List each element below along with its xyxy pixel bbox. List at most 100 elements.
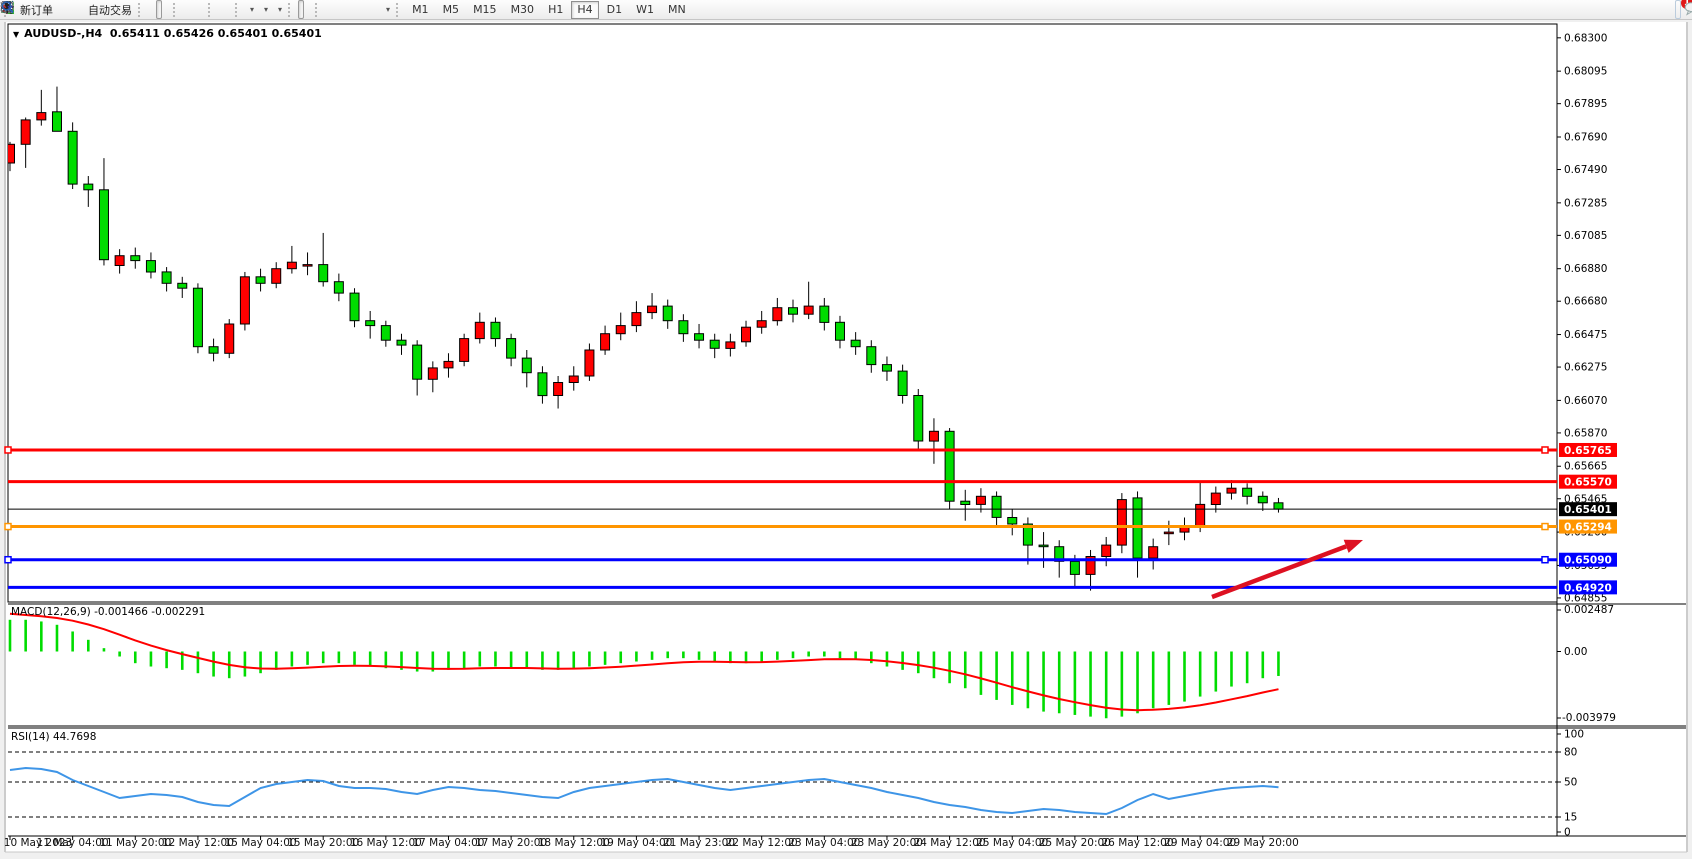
svg-text:80: 80 <box>1564 747 1577 759</box>
timeframe-m5-button[interactable]: M5 <box>442 3 460 16</box>
candle <box>161 271 172 284</box>
periods-button[interactable]: ▾ <box>1 0 271 19</box>
new-order-button[interactable]: 新订单 <box>2 0 56 19</box>
candle <box>1022 523 1033 546</box>
svg-text:0.64855: 0.64855 <box>1564 592 1607 604</box>
channel-button[interactable]: E <box>0 0 355 19</box>
svg-text:0.65570: 0.65570 <box>1564 477 1612 489</box>
chart-title[interactable]: ▼ AUDUSD-,H4 0.65411 0.65426 0.65401 0.65… <box>13 27 322 40</box>
signal-button[interactable] <box>1 0 80 19</box>
horizontal-line-button[interactable] <box>1 0 339 19</box>
bar-chart-button[interactable] <box>2 0 154 19</box>
auto-scroll-button[interactable] <box>2 0 224 19</box>
svg-text:11 May 04:00: 11 May 04:00 <box>37 837 109 849</box>
candle <box>1069 560 1080 575</box>
candle <box>678 320 689 335</box>
highlighter-button[interactable] <box>1 0 64 19</box>
hline-handle-right[interactable] <box>1541 446 1549 454</box>
timeframe-w1-button[interactable]: W1 <box>636 3 654 16</box>
hline-handle-right[interactable] <box>1541 555 1549 564</box>
toolbar-grip <box>138 2 145 17</box>
svg-text:0.65090: 0.65090 <box>1564 555 1612 567</box>
zoom-out-button[interactable] <box>1 0 197 19</box>
candle <box>114 255 125 266</box>
timeframe-mn-button[interactable]: MN <box>667 3 686 16</box>
indicators-button[interactable]: ▾ <box>0 0 257 19</box>
vertical-line-button[interactable] <box>6 0 331 19</box>
candle <box>819 305 830 323</box>
svg-text:17 May 20:00: 17 May 20:00 <box>475 837 547 849</box>
candle <box>1226 487 1237 494</box>
terminal-button[interactable] <box>1 0 72 19</box>
price-axis: 0.68300 0.68095 0.67895 0.67690 0.67490 0.672… <box>1557 32 1607 604</box>
candle <box>474 321 485 340</box>
search-button[interactable] <box>1 0 1681 19</box>
svg-text:0.68095: 0.68095 <box>1564 66 1607 78</box>
macd-signal-line <box>9 612 1279 712</box>
toolbar-grip <box>173 2 180 17</box>
svg-text:0.65870: 0.65870 <box>1564 427 1607 439</box>
indicators-dropdown-caret[interactable]: ▾ <box>250 5 255 14</box>
price-tag <box>1559 502 1617 517</box>
candle <box>1054 546 1065 562</box>
trendline-button[interactable] <box>1 0 347 19</box>
timeframe-h4-button[interactable]: H4 <box>571 0 599 19</box>
hline-handle-left[interactable] <box>4 522 12 531</box>
svg-text:23 May 04:00: 23 May 04:00 <box>788 837 860 849</box>
text-button[interactable]: A <box>4 0 371 19</box>
candle <box>834 321 845 341</box>
hline-handle-left[interactable] <box>4 446 12 454</box>
toolbar-grip <box>235 2 242 17</box>
svg-text:0.002487: 0.002487 <box>1564 604 1614 616</box>
timeframe-m15-button[interactable]: M15 <box>473 3 497 16</box>
candle <box>396 339 407 346</box>
candle <box>255 276 266 284</box>
candle <box>177 282 188 289</box>
svg-text:0.67285: 0.67285 <box>1564 197 1607 209</box>
text-label-button[interactable]: T <box>0 0 379 19</box>
cursor-button[interactable] <box>4 0 305 19</box>
crosshair-button[interactable] <box>1 0 312 19</box>
fibonacci-button[interactable]: F <box>2 0 363 19</box>
svg-text:50: 50 <box>1564 777 1577 789</box>
timeframe-m30-button[interactable]: M30 <box>510 3 535 16</box>
timeframe-d1-button[interactable]: D1 <box>606 3 623 16</box>
notifications-button[interactable]: 1 <box>1681 0 1692 19</box>
tile-windows-button[interactable] <box>1 0 205 19</box>
horizontal-lines[interactable] <box>4 446 1557 589</box>
zoom-in-button[interactable] <box>1 0 189 19</box>
timeframe-m1-button[interactable]: M1 <box>412 3 429 16</box>
candle-chart-button[interactable] <box>1 0 162 19</box>
templates-dropdown-caret[interactable]: ▾ <box>278 5 283 14</box>
candle <box>20 119 31 145</box>
svg-text:0.00: 0.00 <box>1564 646 1587 658</box>
candle <box>537 372 548 397</box>
svg-text:0.66680: 0.66680 <box>1564 296 1607 308</box>
svg-text:0.65401: 0.65401 <box>1564 504 1612 516</box>
templates-button[interactable]: ▾ <box>1 0 285 19</box>
candle <box>756 320 767 328</box>
chart-shift-button[interactable] <box>2 0 232 19</box>
auto-trading-button[interactable]: 自动交易 <box>2 0 135 19</box>
hline-handle-right[interactable] <box>1541 522 1549 531</box>
timeframe-h1-button[interactable]: H1 <box>548 3 564 16</box>
svg-text:0.67690: 0.67690 <box>1564 131 1607 143</box>
candle <box>568 375 579 383</box>
periods-dropdown-caret[interactable]: ▾ <box>264 5 269 14</box>
symbol-dropdown-icon[interactable]: ▼ <box>13 30 20 39</box>
trend-arrow[interactable] <box>1343 539 1363 553</box>
arrows-button[interactable]: ▾ <box>1 0 393 19</box>
svg-text:16 May 12:00: 16 May 12:00 <box>350 837 422 849</box>
toolbar-grip <box>208 2 215 17</box>
candle <box>772 307 783 322</box>
price-tag <box>1559 580 1617 595</box>
line-chart-button[interactable] <box>0 0 170 19</box>
chart-window[interactable] <box>6 22 1686 852</box>
hline-handle-left[interactable] <box>4 555 12 564</box>
arrows-dropdown-caret[interactable]: ▾ <box>386 5 391 14</box>
candle <box>647 305 658 314</box>
svg-text:0.67895: 0.67895 <box>1564 98 1607 110</box>
candle <box>83 183 94 191</box>
